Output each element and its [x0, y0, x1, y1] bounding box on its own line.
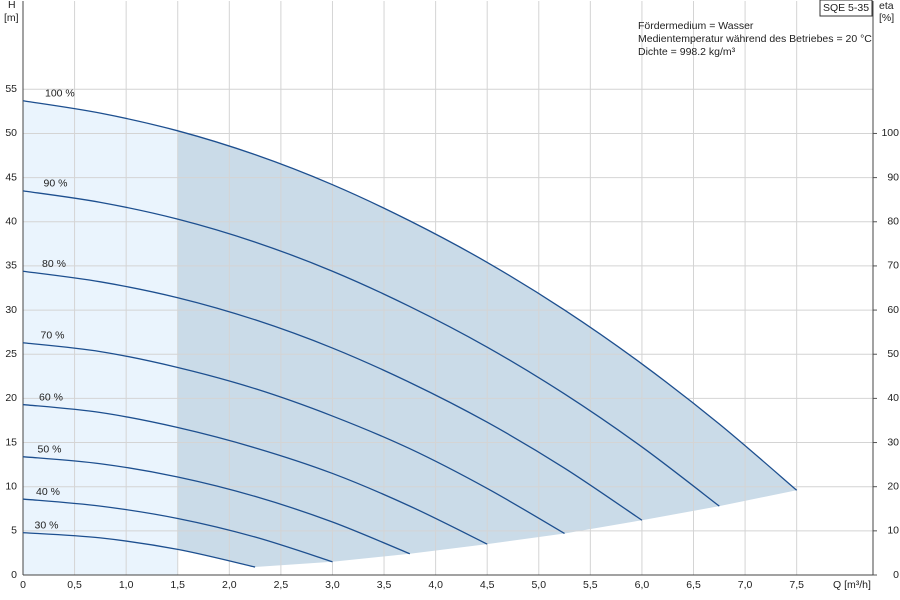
x-tick-label: 7,0: [738, 579, 753, 591]
y-axis-label: H: [8, 0, 16, 11]
y-tick-label: 0: [11, 569, 17, 581]
y2-tick-label: 90: [887, 171, 899, 183]
y2-tick-label: 80: [887, 216, 899, 228]
note: Fördermedium = Wasser: [638, 20, 754, 32]
pump-curve: [22, 190, 720, 507]
y2-tick-label: 0: [893, 569, 899, 581]
x-tick-label: 0,5: [67, 579, 82, 591]
pump-curve: [22, 531, 256, 568]
pump-curve: [22, 100, 798, 491]
x-tick-label: 5,0: [531, 579, 546, 591]
y2-tick-label: 70: [887, 260, 899, 272]
y-tick-label: 15: [5, 436, 17, 448]
x-tick-label: 2,0: [222, 579, 237, 591]
pump-curve: [22, 270, 643, 521]
y2-tick-label: 60: [887, 304, 899, 316]
y-tick-label: 45: [5, 171, 17, 183]
x-tick-label: 1,5: [170, 579, 185, 591]
pump-curve: [22, 342, 565, 535]
y-tick-label: 40: [5, 216, 17, 228]
y2-axis-label: eta: [879, 0, 894, 12]
y2-tick-label: 10: [887, 525, 899, 537]
curve-label: 50 %: [38, 443, 62, 455]
x-tick-label: 1,0: [119, 579, 134, 591]
y-tick-label: 55: [5, 83, 17, 95]
pump-curve: [22, 403, 488, 545]
low-flow-region: [23, 100, 178, 575]
curve-label: 40 %: [36, 486, 60, 498]
pump-curve: [22, 498, 333, 563]
curve-label: 70 %: [41, 330, 65, 342]
x-tick-label: 6,0: [635, 579, 650, 591]
curve-label: 100 %: [45, 88, 75, 100]
x-tick-label: 2,5: [274, 579, 289, 591]
y2-tick-label: 100: [881, 127, 899, 139]
x-tick-label: 3,5: [377, 579, 392, 591]
y2-tick-label: 50: [887, 348, 899, 360]
note: Medientemperatur während des Betriebes =…: [638, 33, 872, 45]
curve-label: 60 %: [39, 391, 63, 403]
x-tick-label: 6,5: [686, 579, 701, 591]
y2-tick-label: 30: [887, 436, 899, 448]
x-tick-label: 0: [20, 579, 26, 591]
model-box: [819, 0, 873, 17]
y-tick-label: 10: [5, 480, 17, 492]
x-tick-label: 5,5: [583, 579, 598, 591]
y-tick-label: 30: [5, 304, 17, 316]
y-tick-label: 50: [5, 127, 17, 139]
x-tick-label: 7,5: [789, 579, 804, 591]
curve-label: 80 %: [42, 258, 66, 270]
curve-label: 30 %: [35, 519, 59, 531]
y-axis-label: [m]: [4, 12, 19, 24]
y2-tick-label: 20: [887, 480, 899, 492]
x-tick-label: 4,0: [428, 579, 443, 591]
x-tick-label: 4,5: [480, 579, 495, 591]
model-label: SQE 5-35: [823, 2, 869, 14]
note: Dichte = 998.2 kg/m³: [638, 46, 736, 58]
y-tick-label: 5: [11, 525, 17, 537]
y2-axis-label: [%]: [879, 12, 894, 24]
curve-label: 90 %: [44, 178, 68, 190]
y-tick-label: 20: [5, 392, 17, 404]
x-axis-label: Q [m³/h]: [833, 579, 871, 591]
x-tick-label: 3,0: [325, 579, 340, 591]
y-tick-label: 25: [5, 348, 17, 360]
y-tick-label: 35: [5, 260, 17, 272]
y2-tick-label: 40: [887, 392, 899, 404]
pump-curve: [22, 456, 411, 555]
